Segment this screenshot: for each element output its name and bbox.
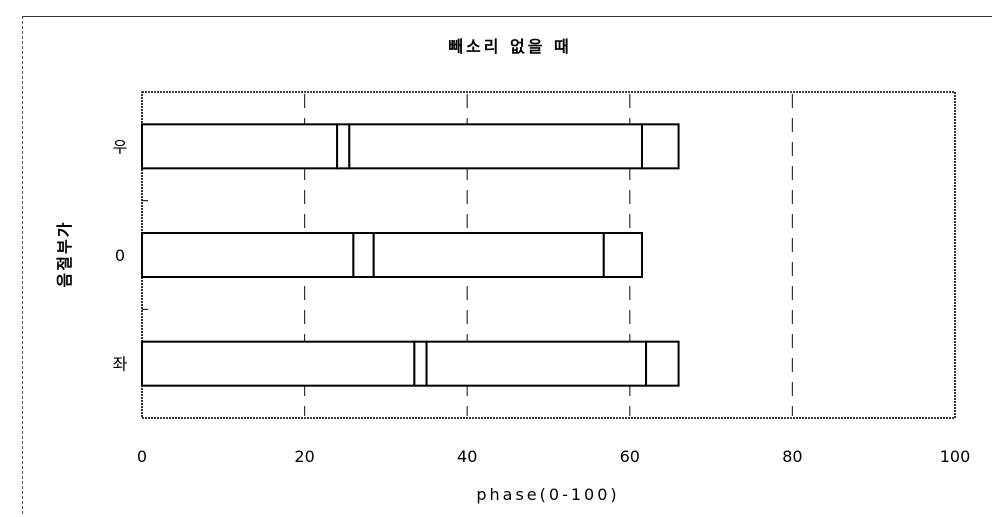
bar-segment-1-3 (602, 232, 643, 278)
chart-title: 빼소리 없을 때 (448, 37, 571, 56)
x-tick-label-5: 100 (940, 447, 971, 466)
x-tick-label-4: 80 (782, 447, 802, 466)
x-tick-label-3: 60 (620, 447, 640, 466)
y-tick-label-1: 0 (115, 246, 125, 265)
bar-segment-1-1 (352, 232, 375, 278)
y-axis-label: 음절부가 (55, 221, 74, 288)
bar-segment-0-3 (640, 123, 680, 170)
bar-segment-0-0 (141, 123, 339, 170)
bar-segment-2-2 (425, 340, 648, 387)
x-tick-label-2: 40 (457, 447, 477, 466)
x-tick-label-1: 20 (294, 447, 314, 466)
bar-segment-0-1 (336, 123, 351, 170)
bar-segment-2-0 (141, 340, 416, 387)
bar-segment-1-2 (372, 232, 605, 278)
bar-segment-1-0 (141, 232, 355, 278)
tick-layer: 0 20 40 60 80 100 우 0 좌 (113, 137, 971, 466)
y-tick-label-2: 좌 (113, 355, 128, 374)
bar-layer (141, 123, 680, 387)
figure-frame (22, 16, 992, 514)
x-tick-label-0: 0 (137, 447, 147, 466)
y-tick-label-0: 우 (113, 137, 128, 156)
bar-segment-0-2 (348, 123, 643, 170)
bar-segment-2-3 (645, 340, 680, 387)
x-axis-label: phase(0-100) (476, 485, 619, 504)
bar-segment-2-1 (413, 340, 428, 387)
